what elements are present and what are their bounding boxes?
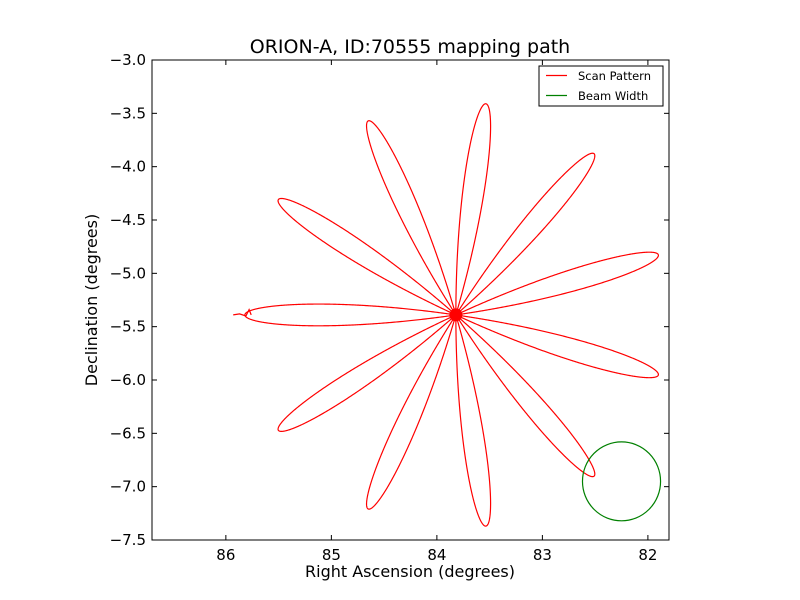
legend-box <box>538 65 664 107</box>
y-axis-label: Declination (degrees) <box>82 214 101 386</box>
y-tick-label: −4.0 <box>110 158 146 176</box>
legend-label-beam-width: Beam Width <box>578 89 648 103</box>
y-tick-label: −3.5 <box>110 104 146 122</box>
scan-center-marker <box>449 308 463 322</box>
x-tick-label: 84 <box>427 546 446 564</box>
series-layer <box>233 103 662 527</box>
x-tick-label: 86 <box>216 546 235 564</box>
y-tick-label: −3.0 <box>110 51 146 69</box>
chart-title: ORION-A, ID:70555 mapping path <box>250 36 570 58</box>
y-tick-label: −6.0 <box>110 371 146 389</box>
y-tick-label: −4.5 <box>110 211 146 229</box>
plot-area <box>151 59 670 541</box>
y-tick-label: −6.5 <box>110 424 146 442</box>
y-tick-label: −5.0 <box>110 264 146 282</box>
y-tick-label: −7.0 <box>110 478 146 496</box>
x-tick-label: 82 <box>638 546 657 564</box>
x-tick-label: 85 <box>322 546 341 564</box>
ticks: 86 85 84 83 82 −3.0 −3.5 −4.0 −4.5 −5.0 −5.5 −6.0 −6… <box>110 51 669 564</box>
beam-width-circle <box>581 441 662 522</box>
x-axis-label: Right Ascension (degrees) <box>305 562 515 581</box>
legend-label-scan-pattern: Scan Pattern <box>578 69 651 83</box>
x-tick-label: 83 <box>533 546 552 564</box>
y-tick-label: −5.5 <box>110 318 146 336</box>
y-tick-label: −7.5 <box>110 531 146 549</box>
legend: Scan Pattern Beam Width <box>538 65 664 107</box>
